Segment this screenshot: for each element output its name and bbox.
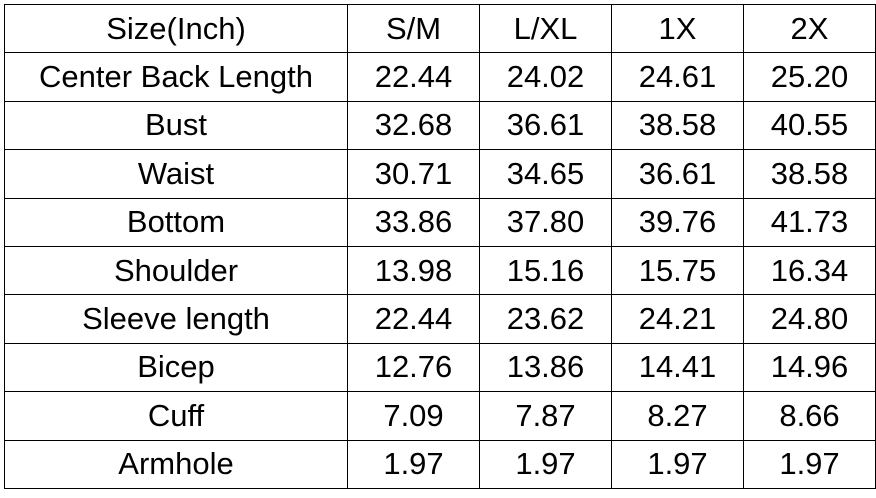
value-cell: 38.58: [743, 149, 876, 199]
value-cell: 16.34: [743, 245, 876, 296]
value-cell: L/XL: [479, 3, 612, 54]
value-cell: 13.98: [347, 245, 480, 296]
value-cell: 14.41: [611, 342, 744, 393]
value-cell: 24.61: [611, 52, 744, 102]
value-cell: 34.65: [479, 149, 612, 199]
value-cell: 8.66: [743, 391, 876, 441]
value-cell: 23.62: [479, 294, 612, 344]
value-cell: 1.97: [743, 439, 876, 489]
row-label-cell: Size(Inch): [4, 3, 348, 54]
value-cell: 15.75: [611, 245, 744, 296]
row-label-cell: Cuff: [4, 391, 348, 441]
value-cell: 1.97: [479, 439, 612, 489]
value-cell: 1.97: [347, 439, 480, 489]
value-cell: 2X: [743, 3, 876, 54]
value-cell: 24.21: [611, 294, 744, 344]
value-cell: 39.76: [611, 197, 744, 247]
table-row: Bust 32.68 36.61 38.58 40.55: [4, 100, 876, 151]
table-row: Bottom 33.86 37.80 39.76 41.73: [4, 197, 876, 247]
value-cell: 22.44: [347, 52, 480, 102]
row-label-cell: Shoulder: [4, 245, 348, 296]
value-cell: 1.97: [611, 439, 744, 489]
value-cell: S/M: [347, 3, 480, 54]
table-row: Bicep 12.76 13.86 14.41 14.96: [4, 342, 876, 393]
value-cell: 13.86: [479, 342, 612, 393]
value-cell: 25.20: [743, 52, 876, 102]
row-label-cell: Armhole: [4, 439, 348, 489]
value-cell: 36.61: [611, 149, 744, 199]
table-row: Waist 30.71 34.65 36.61 38.58: [4, 149, 876, 199]
value-cell: 41.73: [743, 197, 876, 247]
value-cell: 7.09: [347, 391, 480, 441]
row-label-cell: Bicep: [4, 342, 348, 393]
table-row: Cuff 7.09 7.87 8.27 8.66: [4, 391, 876, 441]
table-row: Armhole 1.97 1.97 1.97 1.97: [4, 439, 876, 489]
header-row: Size(Inch) S/M L/XL 1X 2X: [4, 3, 876, 54]
row-label-cell: Waist: [4, 149, 348, 199]
value-cell: 24.80: [743, 294, 876, 344]
table-row: Shoulder 13.98 15.16 15.75 16.34: [4, 245, 876, 296]
value-cell: 32.68: [347, 100, 480, 151]
value-cell: 36.61: [479, 100, 612, 151]
row-label-cell: Bottom: [4, 197, 348, 247]
value-cell: 24.02: [479, 52, 612, 102]
value-cell: 1X: [611, 3, 744, 54]
row-label-cell: Bust: [4, 100, 348, 151]
table-row: Sleeve length 22.44 23.62 24.21 24.80: [4, 294, 876, 344]
value-cell: 38.58: [611, 100, 744, 151]
value-cell: 8.27: [611, 391, 744, 441]
value-cell: 40.55: [743, 100, 876, 151]
row-label-cell: Sleeve length: [4, 294, 348, 344]
size-chart-table: Size(Inch) S/M L/XL 1X 2X Center Back Length 2…: [4, 3, 876, 489]
value-cell: 37.80: [479, 197, 612, 247]
value-cell: 22.44: [347, 294, 480, 344]
value-cell: 7.87: [479, 391, 612, 441]
value-cell: 33.86: [347, 197, 480, 247]
row-label-cell: Center Back Length: [4, 52, 348, 102]
value-cell: 12.76: [347, 342, 480, 393]
value-cell: 15.16: [479, 245, 612, 296]
table-row: Center Back Length 22.44 24.02 24.61 25.20: [4, 52, 876, 102]
value-cell: 14.96: [743, 342, 876, 393]
value-cell: 30.71: [347, 149, 480, 199]
